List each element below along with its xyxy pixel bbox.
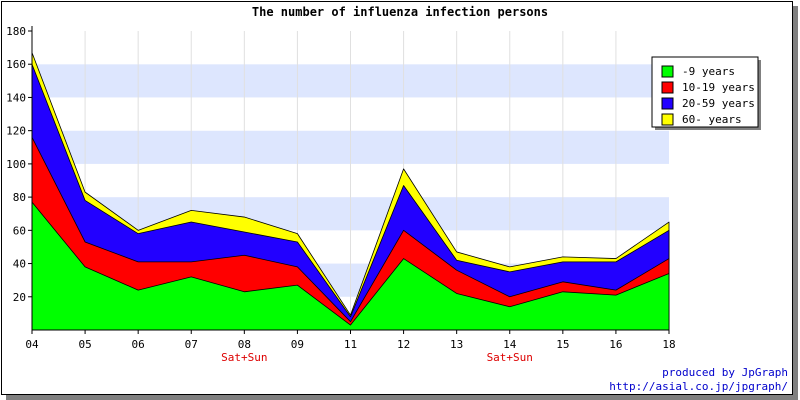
legend-swatch [661,65,674,78]
legend-label: 10-19 years [682,81,755,94]
credit-producer: produced by JpGraph [662,366,788,379]
x-tick-label: 18 [662,338,675,351]
x-tick-label: 08 [238,338,251,351]
y-tick-label: 100 [6,158,26,171]
x-tick-label: 11 [344,338,357,351]
x-tick-label: 05 [78,338,91,351]
legend-swatch [661,81,674,94]
stacked-areas [31,52,670,331]
x-tick-label: 15 [556,338,569,351]
weekend-labels: Sat+Sun Sat+Sun [221,351,533,364]
x-tick-label: 06 [132,338,145,351]
x-tick-label: 13 [450,338,463,351]
y-tick-label: 160 [6,58,26,71]
x-tick-label: 12 [397,338,410,351]
y-tick-label: 80 [13,191,26,204]
legend-swatch [661,113,674,126]
y-tick-label: 140 [6,91,26,104]
legend-label: 20-59 years [682,97,755,110]
area-series-1 [31,201,670,331]
weekend-label: Sat+Sun [221,351,267,364]
chart-title: The number of influenza infection person… [252,5,548,19]
x-tick-label: 16 [609,338,622,351]
legend-swatch [661,97,674,110]
x-tick-label: 14 [503,338,517,351]
y-tick-label: 60 [13,224,26,237]
y-axis-ticks: 20 40 60 80 100 120 140 160 180 [6,25,32,304]
credit-url[interactable]: http://asial.co.jp/jpgraph/ [609,380,788,393]
y-tick-label: 40 [13,258,26,271]
legend: -9 years 10-19 years 20-59 years 60- years [651,56,761,130]
y-tick-label: 120 [6,125,26,138]
legend-label: -9 years [682,65,735,78]
weekend-label: Sat+Sun [487,351,533,364]
legend-label: 60- years [682,113,742,126]
x-tick-label: 07 [185,338,198,351]
x-tick-label: 04 [25,338,39,351]
x-tick-label: 09 [291,338,304,351]
x-axis-ticks: 04 05 06 07 08 09 11 12 13 14 15 16 18 [25,330,676,351]
y-tick-label: 180 [6,25,26,38]
y-tick-label: 20 [13,291,26,304]
